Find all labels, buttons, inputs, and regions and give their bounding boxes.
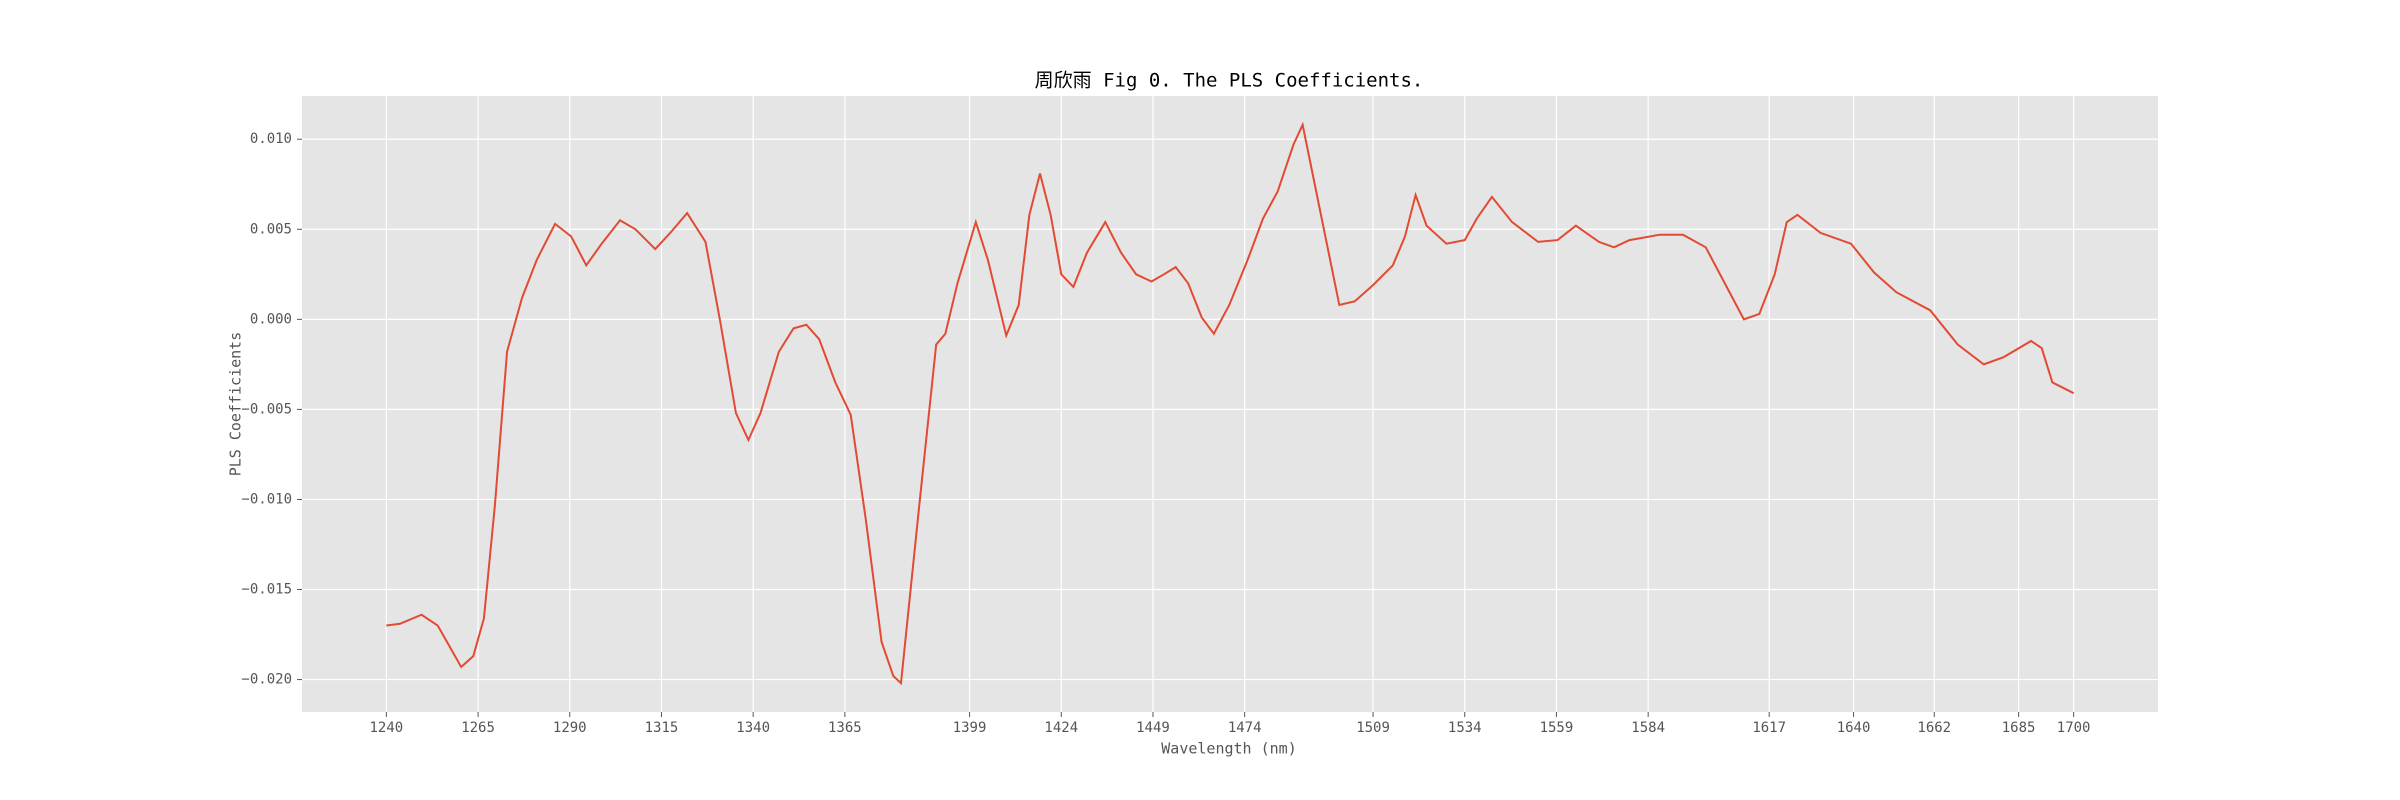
- plot-area: [302, 96, 2158, 712]
- y-tick-label: 0.005: [250, 221, 292, 237]
- x-tick-label: 1617: [1752, 720, 1786, 736]
- x-tick-label: 1290: [553, 720, 587, 736]
- x-tick-label: 1449: [1136, 720, 1170, 736]
- x-tick-label: 1365: [828, 720, 862, 736]
- x-tick-label: 1340: [736, 720, 770, 736]
- x-tick-label: 1424: [1044, 720, 1078, 736]
- x-tick-label: 1509: [1356, 720, 1390, 736]
- grid: [297, 96, 2158, 717]
- y-tick-label: −0.010: [241, 491, 292, 507]
- y-tick-label: −0.005: [241, 401, 292, 417]
- x-tick-label: 1584: [1631, 720, 1665, 736]
- x-tick-label: 1640: [1837, 720, 1871, 736]
- x-tick-label: 1534: [1448, 720, 1482, 736]
- x-tick-label: 1240: [370, 720, 404, 736]
- x-tick-label: 1315: [645, 720, 679, 736]
- y-axis-label: PLS Coefficients: [227, 332, 245, 477]
- x-tick-label: 1265: [461, 720, 495, 736]
- y-tick-label: −0.020: [241, 672, 292, 688]
- y-tick-label: 0.010: [250, 131, 292, 147]
- chart-title: 周欣雨 Fig 0. The PLS Coefficients.: [1035, 70, 1424, 92]
- x-axis-label: Wavelength (nm): [1161, 740, 1296, 758]
- data-line: [386, 121, 2075, 686]
- x-tick-label: 1559: [1540, 720, 1574, 736]
- marks: [386, 121, 2075, 686]
- x-tick-label: 1700: [2057, 720, 2091, 736]
- x-tick-label: 1474: [1228, 720, 1262, 736]
- x-tick-label: 1662: [1917, 720, 1951, 736]
- x-tick-label: 1399: [953, 720, 987, 736]
- y-tick-label: −0.015: [241, 582, 292, 598]
- x-tick-label: 1685: [2002, 720, 2036, 736]
- y-tick-label: 0.000: [250, 311, 292, 327]
